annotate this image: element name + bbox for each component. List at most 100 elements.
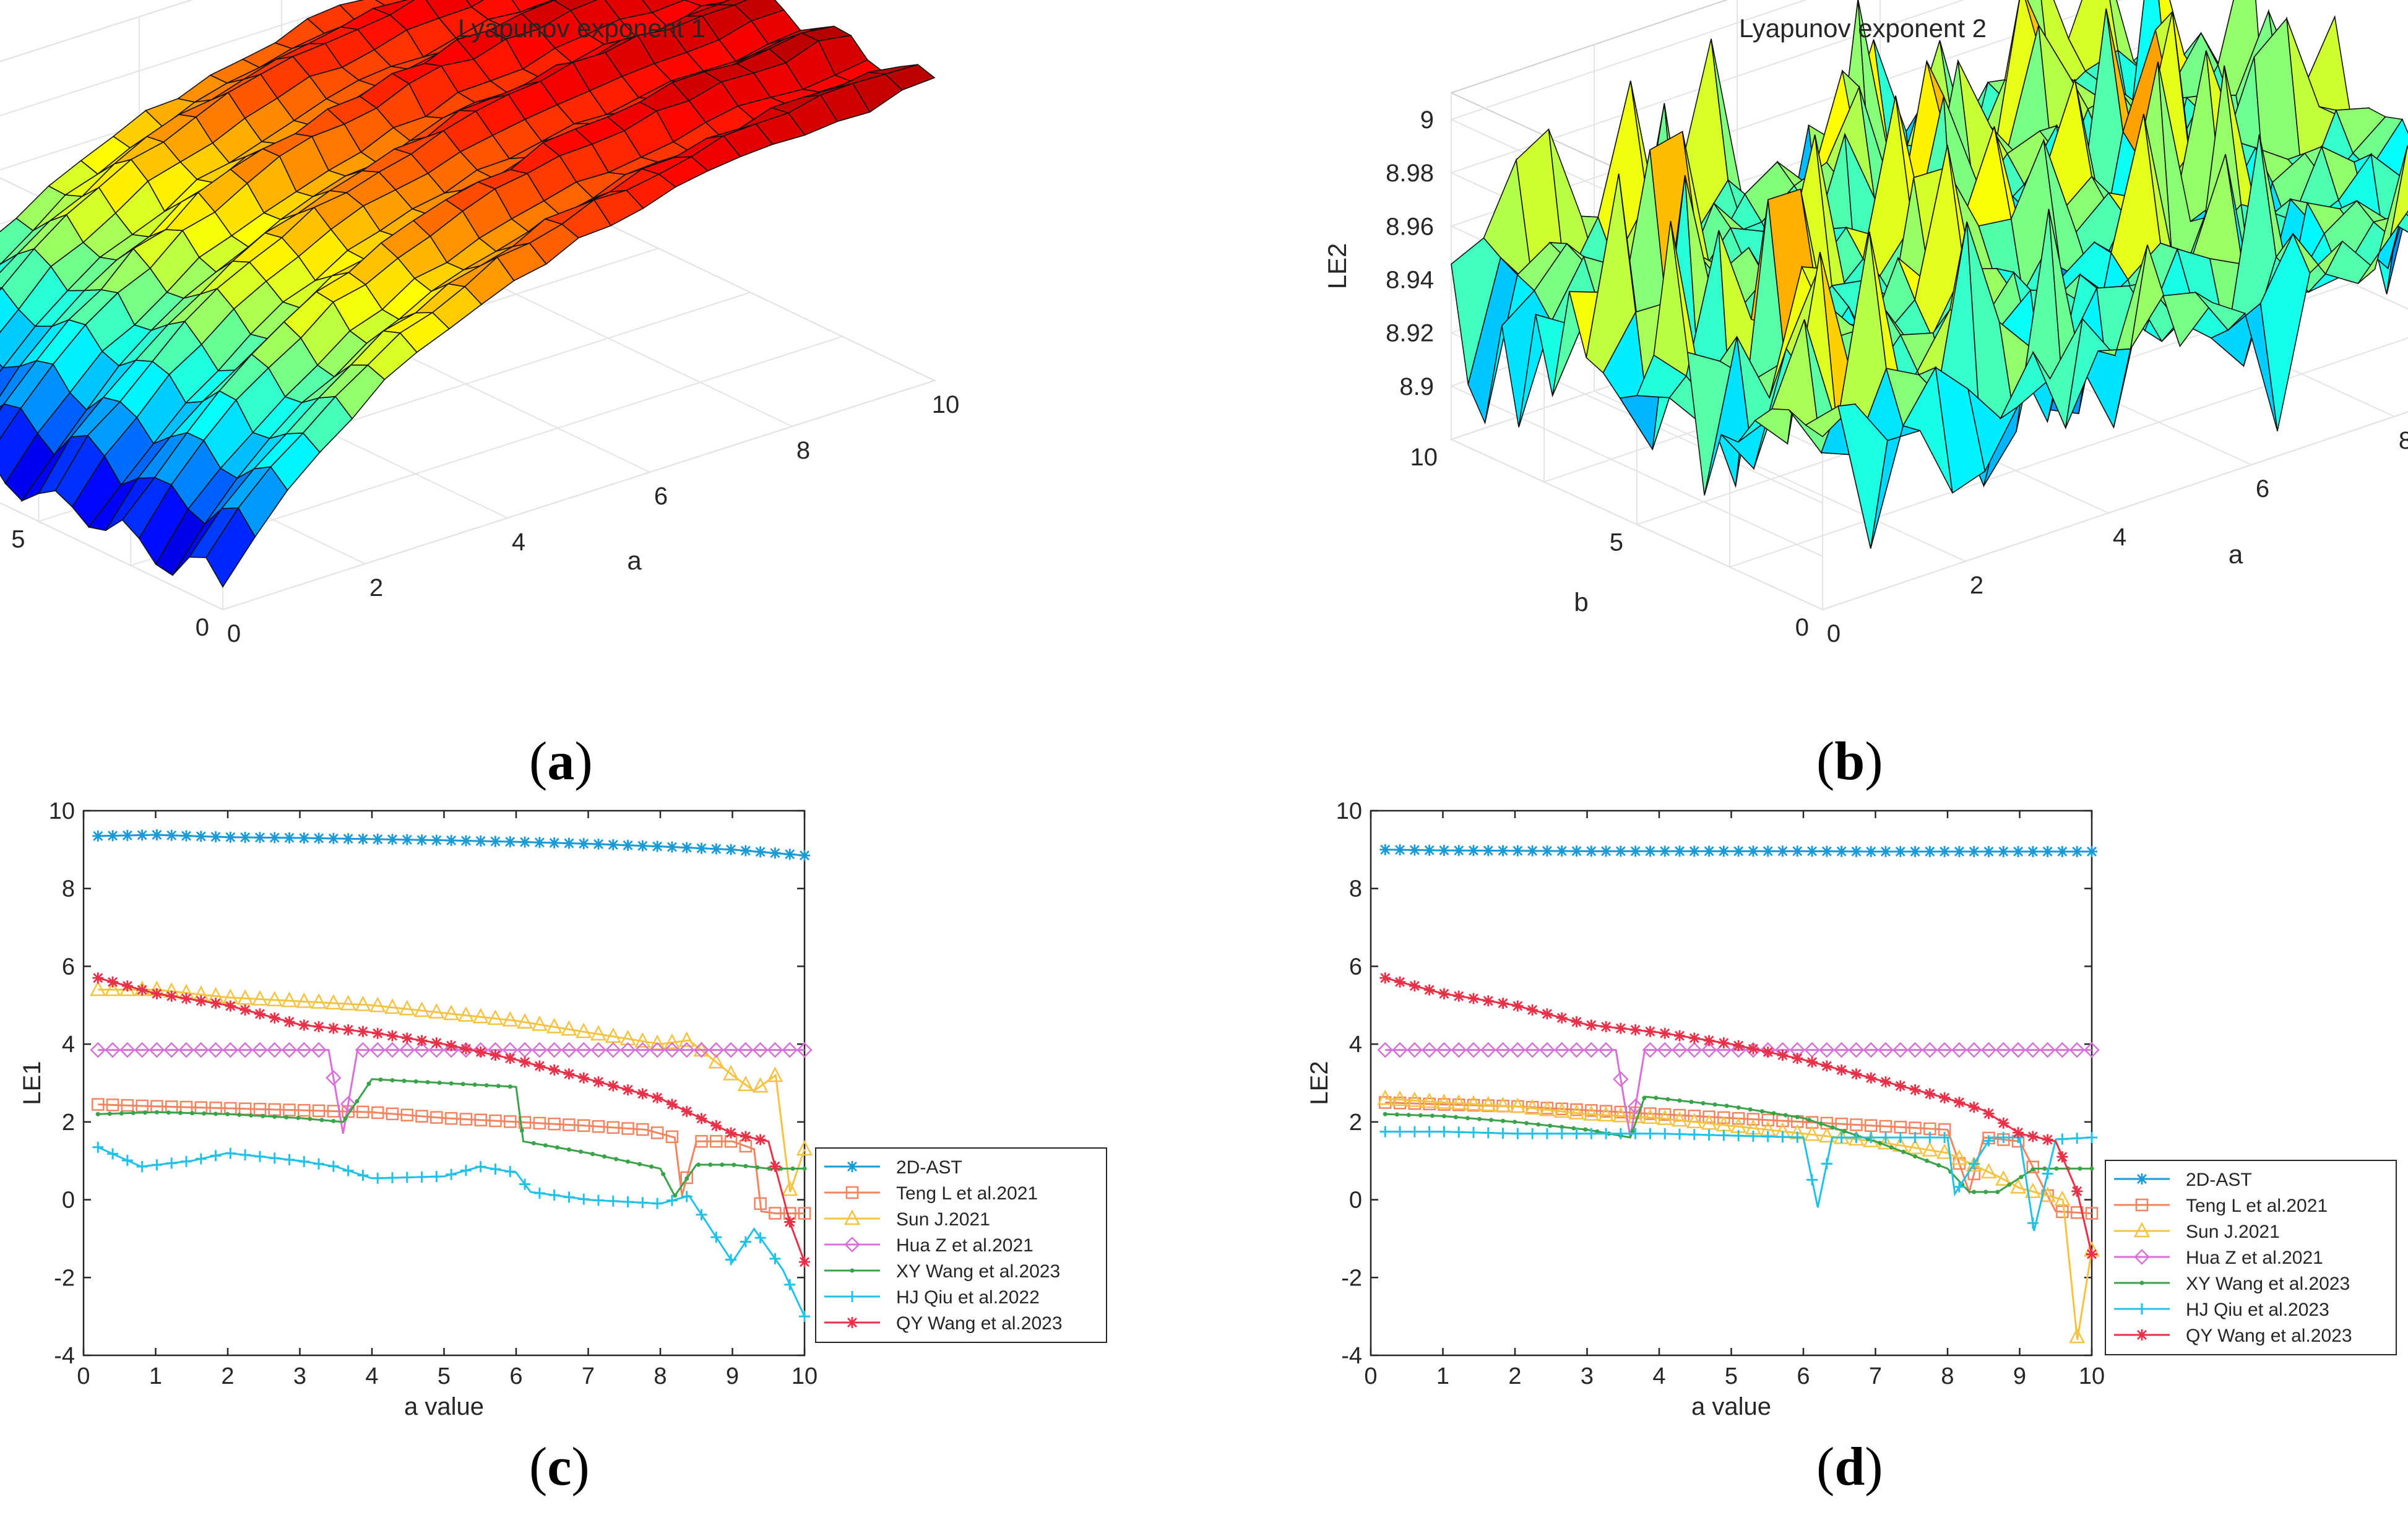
data-point xyxy=(1842,1129,1847,1134)
x-tick-label: 0 xyxy=(1364,1363,1377,1389)
data-point xyxy=(1907,1138,1923,1154)
data-point xyxy=(1939,1132,1951,1143)
data-point xyxy=(2078,1166,2082,1171)
data-point xyxy=(460,1165,472,1176)
data-point xyxy=(415,1110,428,1123)
plot-area xyxy=(1370,809,2093,1357)
data-point xyxy=(790,1166,795,1171)
data-point xyxy=(1541,1128,1553,1139)
data-point xyxy=(1909,846,1921,857)
data-point xyxy=(400,1108,414,1121)
data-point xyxy=(844,1209,861,1225)
data-point xyxy=(401,834,413,845)
data-point xyxy=(121,1098,134,1112)
data-point xyxy=(533,1116,546,1130)
data-point xyxy=(652,1198,663,1209)
data-point xyxy=(1865,1132,1877,1143)
data-point xyxy=(1453,1126,1465,1138)
x-tick-label: 4 xyxy=(2113,524,2126,551)
data-point xyxy=(2026,1160,2040,1174)
data-point xyxy=(507,1084,512,1089)
data-point xyxy=(678,1031,695,1047)
data-point xyxy=(1836,1064,1847,1076)
data-point xyxy=(428,1042,445,1058)
data-point xyxy=(1538,1100,1556,1116)
data-point xyxy=(1394,1112,1399,1117)
data-point xyxy=(2133,1222,2151,1238)
data-point xyxy=(1924,1132,1936,1143)
data-point xyxy=(313,832,325,844)
data-point xyxy=(1924,1088,1936,1100)
data-point xyxy=(1497,845,1509,857)
data-point xyxy=(590,1152,595,1157)
data-point xyxy=(90,980,106,996)
data-point xyxy=(548,1064,560,1076)
x-tick-label: 6 xyxy=(509,1363,522,1389)
data-point xyxy=(269,1152,280,1164)
data-point xyxy=(225,831,236,843)
data-point xyxy=(708,1162,713,1167)
data-point xyxy=(533,837,545,848)
data-point xyxy=(1850,845,1862,857)
data-point xyxy=(737,1076,754,1092)
data-point xyxy=(2085,1207,2099,1220)
data-point xyxy=(95,1111,100,1116)
data-point xyxy=(725,1127,737,1139)
data-point xyxy=(673,1193,678,1198)
data-point xyxy=(740,1131,751,1142)
data-point xyxy=(1539,1042,1555,1058)
series-line xyxy=(98,1049,805,1134)
data-point xyxy=(1672,1042,1688,1058)
x-tick-label: 4 xyxy=(365,1363,378,1389)
y-tick-label: 6 xyxy=(62,954,75,980)
data-point xyxy=(566,1147,571,1152)
data-point xyxy=(518,1116,532,1129)
data-point xyxy=(1983,1189,1988,1194)
data-point xyxy=(1599,1105,1613,1118)
y-tick-label: 0 xyxy=(1349,1188,1362,1214)
data-point xyxy=(331,1118,336,1123)
data-point xyxy=(1595,1129,1600,1134)
data-point xyxy=(1850,1132,1862,1143)
data-point xyxy=(1777,1131,1789,1143)
data-point xyxy=(1495,1042,1511,1058)
data-point xyxy=(650,1126,664,1139)
data-point xyxy=(752,1077,769,1093)
data-point xyxy=(754,1197,767,1211)
data-point xyxy=(1771,1111,1776,1116)
series-line xyxy=(98,1103,805,1215)
data-point xyxy=(106,1098,119,1111)
data-point xyxy=(1642,1042,1659,1058)
data-point xyxy=(1686,1113,1702,1128)
data-point xyxy=(2084,1042,2100,1058)
data-point xyxy=(754,1134,766,1146)
data-point xyxy=(740,1236,751,1248)
data-point xyxy=(519,1056,531,1068)
data-point xyxy=(327,1022,339,1034)
data-point xyxy=(696,1162,701,1167)
data-point xyxy=(1406,1091,1423,1107)
data-point xyxy=(1392,1042,1408,1058)
data-point xyxy=(1644,1107,1657,1120)
data-point xyxy=(1983,1135,1995,1147)
x-tick-label: 4 xyxy=(512,529,525,556)
data-point xyxy=(151,1159,163,1171)
legend-label: Teng L et al.2021 xyxy=(2186,1196,2328,1216)
data-point xyxy=(1658,1108,1672,1121)
data-point xyxy=(593,1194,605,1206)
data-point xyxy=(298,1103,311,1117)
data-point xyxy=(799,1311,810,1323)
data-point xyxy=(2039,1042,2056,1058)
data-point xyxy=(387,1030,399,1042)
x-tick-label: 8 xyxy=(1941,1363,1954,1389)
data-point xyxy=(1644,1025,1656,1037)
data-point xyxy=(592,1120,605,1133)
data-point xyxy=(754,846,766,858)
data-point xyxy=(1936,1143,1953,1159)
data-point xyxy=(1806,1174,1818,1186)
data-point xyxy=(1762,845,1774,857)
data-point xyxy=(387,834,399,845)
data-point xyxy=(1718,845,1730,857)
data-point xyxy=(2056,1133,2068,1145)
panel-label-b: (b) xyxy=(1816,732,1883,792)
